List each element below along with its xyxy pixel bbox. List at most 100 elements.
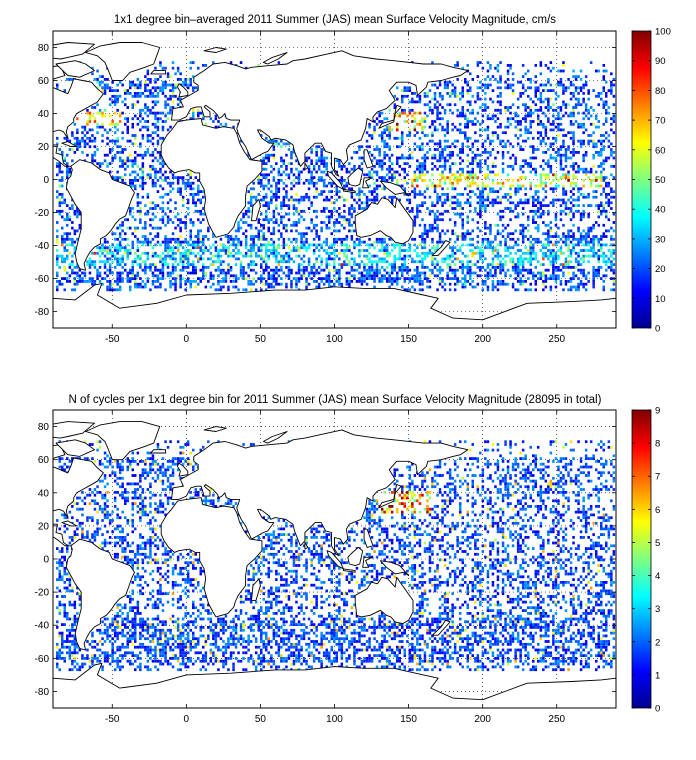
bin-cell [486,125,490,129]
bin-cell [171,282,175,286]
bin-cell [481,251,485,255]
bin-cell [234,251,238,255]
bin-cell [521,92,525,95]
bin-cell [232,125,235,129]
bin-cell [398,277,401,280]
bin-cell [368,251,371,255]
bin-cell [260,179,263,182]
bin-cell [390,176,394,179]
bin-cell [484,223,487,227]
bin-cell [396,271,399,275]
bin-cell [282,260,286,264]
bin-cell [421,271,424,275]
bin-cell [401,156,404,160]
bin-cell [174,288,177,292]
bin-cell [509,209,512,213]
bin-cell [189,263,192,266]
bin-cell [479,190,482,193]
bin-cell [534,282,537,286]
bin-cell [516,136,520,140]
bin-cell [466,170,469,174]
bin-cell [564,173,568,177]
bin-cell [496,288,500,292]
bin-cell [232,254,235,258]
bin-cell [456,198,459,202]
bin-cell [489,240,492,244]
bin-cell [544,204,548,207]
bin-cell [164,249,167,252]
bin-cell [494,223,497,227]
bin-cell [149,153,152,157]
bin-cell [260,246,263,250]
bin-cell [164,100,167,104]
bin-cell [549,263,553,266]
bin-cell [388,165,391,168]
bin-cell [461,142,464,146]
bin-cell [579,232,583,236]
bin-cell [421,193,424,196]
bin-cell [577,260,580,264]
bin-cell [295,271,298,275]
bin-cell [484,176,487,179]
bin-cell [562,142,565,146]
bin-cell [307,246,311,250]
bin-cell [453,282,457,286]
bin-cell [433,120,437,123]
bin-cell [582,111,585,115]
bin-cell [403,260,406,264]
bin-cell [602,260,605,264]
bin-cell [383,246,386,250]
bin-cell [234,263,238,266]
bin-cell [322,198,326,202]
bin-cell [121,257,124,261]
bin-cell [537,229,540,233]
bin-cell [325,156,328,160]
bin-cell [559,212,563,216]
bin-cell [547,159,550,163]
bin-cell [431,260,434,264]
bin-cell [428,212,432,216]
bin-cell [378,134,381,137]
bin-cell [108,151,112,154]
bin-cell [217,125,220,129]
bin-cell [431,131,434,135]
bin-cell [360,162,364,165]
bin-cell [88,139,92,143]
bin-cell [491,187,495,191]
bin-cell [516,184,520,188]
bin-cell [325,263,328,266]
bin-cell [184,254,187,258]
bin-cell [605,268,608,272]
bin-cell [310,243,313,247]
bin-cell [267,201,270,205]
bin-cell [345,249,349,252]
bin-cell [390,153,394,157]
bin-cell [438,142,442,146]
bin-cell [592,266,595,269]
bin-cell [471,173,474,177]
bin-cell [108,103,112,107]
bin-cell [612,288,616,292]
bin-cell [106,251,109,255]
bin-cell [116,97,119,101]
bin-cell [101,277,104,280]
bin-cell [587,117,590,121]
bin-cell [421,128,424,132]
bin-cell [202,263,205,266]
bin-cell [423,120,427,123]
bin-cell [534,103,537,107]
bin-cell [66,204,69,207]
bin-cell [184,257,187,261]
bin-cell [436,100,439,104]
bin-cell [569,181,573,185]
bin-cell [610,260,613,264]
bin-cell [562,176,565,179]
bin-cell [56,274,59,278]
bin-cell [174,277,177,280]
bin-cell [559,251,563,255]
bin-cell [181,257,185,261]
bin-cell [297,176,301,179]
bin-cell [312,251,316,255]
bin-cell [350,235,354,238]
bin-cell [544,125,548,129]
